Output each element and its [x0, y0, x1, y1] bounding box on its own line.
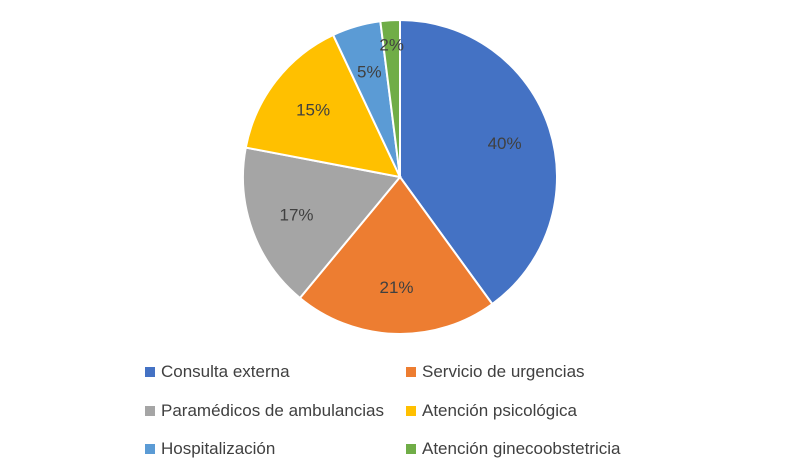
- legend-label: Atención ginecoobstetricia: [422, 439, 621, 458]
- legend-item-atencion-psicologica: Atención psicológica: [406, 401, 577, 421]
- legend-swatch: [145, 444, 155, 454]
- legend-label: Hospitalización: [161, 439, 276, 458]
- legend-label: Paramédicos de ambulancias: [161, 401, 385, 420]
- pie-slice-5: [379, 18, 401, 178]
- legend-swatch: [406, 444, 416, 454]
- data-label-4: 5%: [357, 62, 382, 81]
- pie-slice-0: [399, 18, 558, 306]
- legend-swatch: [406, 367, 416, 377]
- legend-swatch: [145, 367, 155, 377]
- data-label-0: 40%: [488, 134, 522, 153]
- pie-slice-3: [244, 33, 402, 179]
- pie-slice-2: [241, 146, 402, 300]
- legend-swatch: [406, 406, 416, 416]
- legend-item-hospitalizacion: Hospitalización: [145, 439, 275, 459]
- data-label-2: 17%: [279, 205, 313, 224]
- legend-item-consulta-externa: Consulta externa: [145, 362, 290, 382]
- legend-swatch: [145, 406, 155, 416]
- legend-label: Atención psicológica: [422, 401, 577, 420]
- legend-label: Servicio de urgencias: [422, 362, 585, 381]
- legend-item-paramedicos-de-ambulancias: Paramédicos de ambulancias: [145, 401, 384, 421]
- legend-item-atencion-ginecoobstetricia: Atención ginecoobstetricia: [406, 439, 620, 459]
- legend-item-servicio-de-urgencias: Servicio de urgencias: [406, 362, 585, 382]
- pie-slice-1: [298, 175, 494, 335]
- legend-label: Consulta externa: [161, 362, 290, 381]
- data-label-5: 2%: [379, 35, 404, 54]
- data-label-1: 21%: [380, 278, 414, 297]
- data-label-3: 15%: [296, 101, 330, 120]
